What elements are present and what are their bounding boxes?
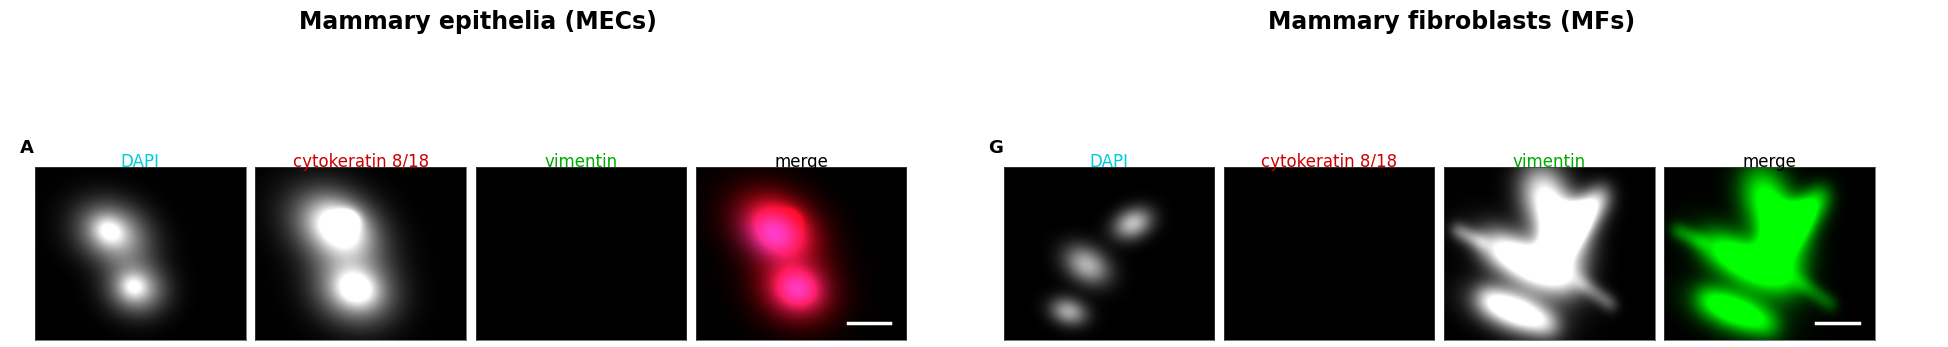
Text: G: G <box>988 139 1003 157</box>
Text: cytokeratin 8/18: cytokeratin 8/18 <box>292 153 429 171</box>
Text: merge: merge <box>1742 153 1796 171</box>
Text: DAPI: DAPI <box>121 153 160 171</box>
Text: vimentin: vimentin <box>1512 153 1586 171</box>
Text: Mammary fibroblasts (MFs): Mammary fibroblasts (MFs) <box>1268 10 1634 34</box>
Text: vimentin: vimentin <box>543 153 618 171</box>
Text: merge: merge <box>773 153 828 171</box>
Text: A: A <box>19 139 33 157</box>
Text: cytokeratin 8/18: cytokeratin 8/18 <box>1260 153 1397 171</box>
Text: Mammary epithelia (MECs): Mammary epithelia (MECs) <box>298 10 656 34</box>
Text: DAPI: DAPI <box>1089 153 1128 171</box>
